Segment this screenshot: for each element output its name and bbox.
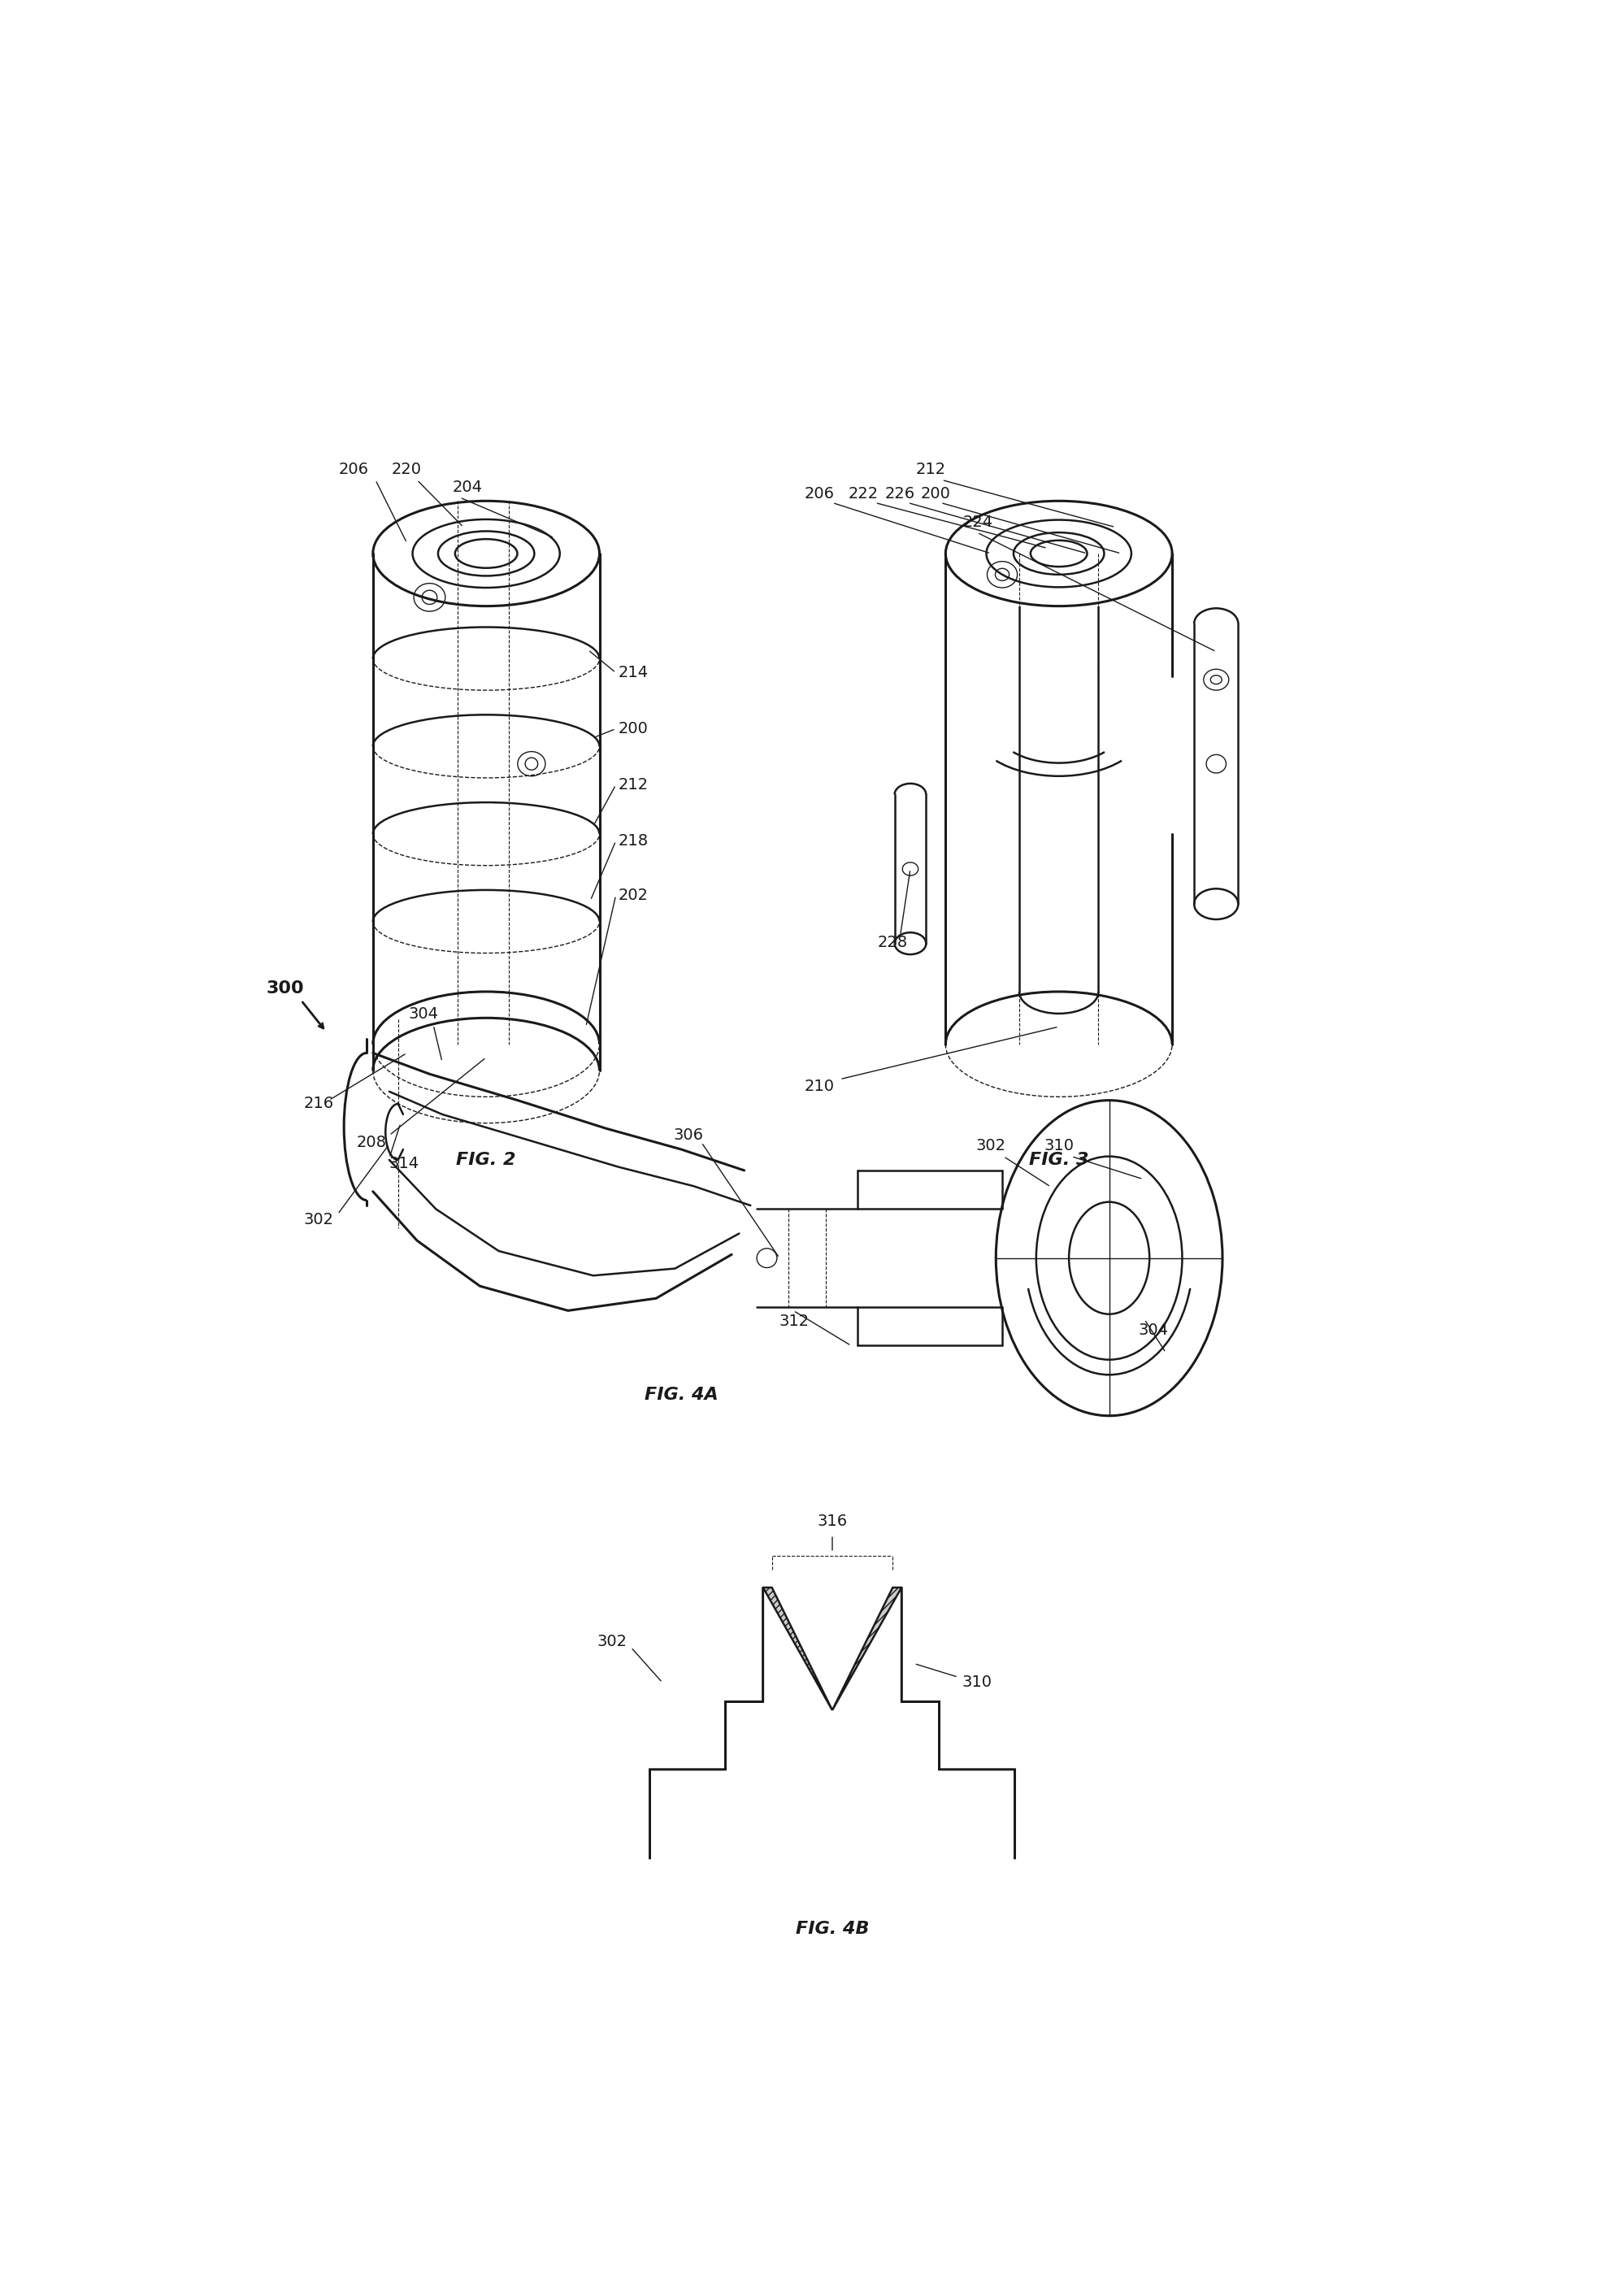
Text: 220: 220 [391, 462, 422, 478]
Text: FIG. 4A: FIG. 4A [645, 1386, 718, 1402]
Polygon shape [831, 1589, 1015, 1859]
Text: 208: 208 [357, 1136, 387, 1149]
Text: 206: 206 [804, 487, 835, 501]
Text: FIG. 3: FIG. 3 [1030, 1152, 1088, 1168]
Text: 200: 200 [619, 721, 648, 737]
Text: 316: 316 [817, 1514, 848, 1529]
Text: 300: 300 [266, 981, 304, 997]
Text: 304: 304 [1138, 1322, 1168, 1338]
Text: 200: 200 [921, 487, 950, 501]
Text: 310: 310 [1044, 1138, 1073, 1154]
Text: 210: 210 [804, 1079, 835, 1095]
Text: 302: 302 [304, 1211, 335, 1227]
Text: 224: 224 [963, 514, 994, 530]
Text: 302: 302 [598, 1634, 627, 1650]
Text: 204: 204 [451, 480, 482, 494]
Text: FIG. 2: FIG. 2 [456, 1152, 516, 1168]
Text: 202: 202 [619, 888, 648, 904]
Text: 206: 206 [339, 462, 369, 478]
Text: 212: 212 [916, 462, 945, 478]
Text: 304: 304 [408, 1006, 438, 1022]
Text: 214: 214 [619, 665, 648, 681]
Text: 310: 310 [961, 1675, 992, 1691]
Polygon shape [650, 1589, 831, 1859]
Text: 212: 212 [619, 776, 648, 792]
Text: 312: 312 [780, 1313, 810, 1329]
Text: 314: 314 [390, 1156, 419, 1172]
Text: 218: 218 [619, 833, 648, 849]
Text: 226: 226 [885, 487, 916, 501]
Text: 222: 222 [849, 487, 879, 501]
Text: 302: 302 [976, 1138, 1005, 1154]
Text: FIG. 4B: FIG. 4B [796, 1921, 869, 1937]
Text: 306: 306 [674, 1127, 703, 1143]
Text: 228: 228 [877, 935, 908, 951]
Text: 216: 216 [304, 1097, 335, 1111]
